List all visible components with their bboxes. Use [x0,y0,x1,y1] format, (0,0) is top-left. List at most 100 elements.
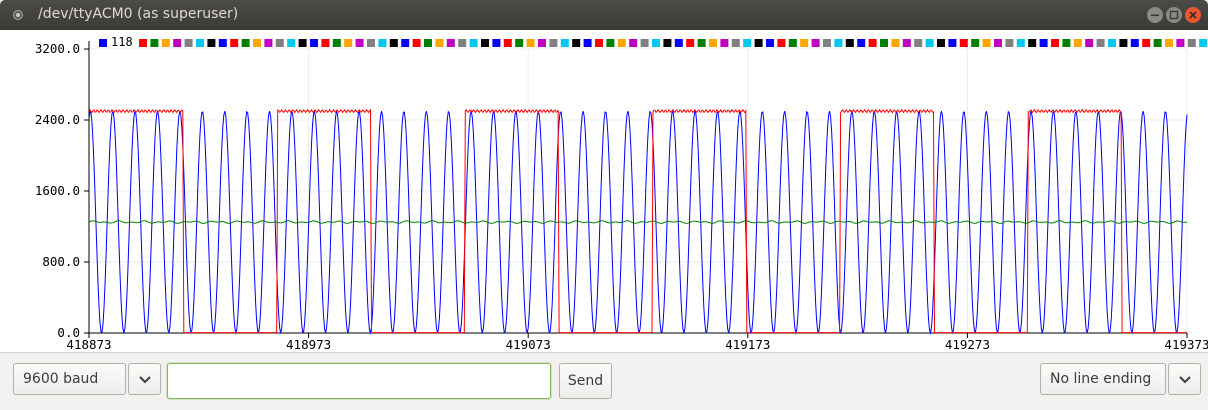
legend-swatch [412,39,421,47]
legend-swatch [446,39,455,47]
y-tick-label: 3200.0 [35,41,80,56]
legend-swatch [880,39,888,47]
legend-swatch [686,39,695,47]
legend-swatch [1187,39,1196,47]
legend-swatch [971,39,980,47]
legend-swatch [560,39,569,47]
title-bar: /dev/ttyACM0 (as superuser) [0,0,1208,30]
legend-swatch [754,39,763,47]
legend-swatch [1016,39,1025,47]
message-input-frame [167,363,551,399]
legend-swatch [709,39,717,47]
legend-swatch [572,39,581,47]
legend-swatch [275,39,284,47]
legend-swatch [640,39,649,47]
legend-swatch [492,39,501,47]
close-button[interactable] [1185,7,1201,23]
maximize-icon [1169,10,1179,20]
legend-swatch [344,39,353,47]
legend-swatch [321,39,330,47]
legend-swatch [1142,39,1151,47]
line-chart: 0.0 800.0 1600.0 2400.0 3200.0 418873 418973 41… [35,35,1208,352]
line-ending-dropdown-button[interactable] [1168,363,1201,395]
legend-swatch [253,39,261,47]
minimize-button[interactable] [1147,7,1163,23]
legend-swatch [515,39,524,47]
legend-swatch [1085,39,1094,47]
legend-swatch [389,39,398,47]
legend-swatch [435,39,444,47]
legend-swatch [617,39,626,47]
legend-swatch [218,39,227,47]
legend-swatch [720,39,729,47]
legend-swatch [788,39,797,47]
legend-swatch [332,39,341,47]
legend-swatch [1130,39,1139,47]
legend-swatch [230,39,239,47]
send-button[interactable]: Send [559,363,612,399]
window-title: /dev/ttyACM0 (as superuser) [38,6,239,22]
legend-swatch [1108,39,1116,47]
legend-swatch [458,39,467,47]
x-tick-label: 419273 [945,337,990,352]
line-ending-select[interactable]: No line ending [1040,363,1166,395]
serial-plotter: 0.0 800.0 1600.0 2400.0 3200.0 418873 418973 41… [0,30,1208,352]
chevron-down-icon [1179,376,1191,384]
legend-swatch [1028,39,1037,47]
legend-swatch [298,39,307,47]
legend-swatch [173,39,182,47]
legend-swatch [766,39,774,47]
y-tick-label: 2400.0 [35,112,80,127]
x-tick-label: 419373 [1164,337,1208,352]
legend-swatch [891,39,900,47]
baud-rate-select[interactable]: 9600 baud [13,363,126,395]
legend-swatch [595,39,603,47]
legend-swatch [663,39,672,47]
legend-swatch [481,39,489,47]
window-menu-icon[interactable] [12,9,24,21]
maximize-button[interactable] [1166,7,1182,23]
legend-swatch [1165,39,1173,47]
legend-swatch [99,39,107,47]
y-tick-label: 1600.0 [35,183,80,198]
legend-swatch [925,39,934,47]
legend-swatch [834,39,843,47]
legend-swatch [914,39,923,47]
y-tick-label: 0.0 [57,325,80,340]
legend-swatch [606,39,615,47]
legend-swatch [355,39,364,47]
legend-swatch [583,39,592,47]
legend-value: 118 [111,35,133,49]
x-tick-label: 418973 [286,337,331,352]
legend-swatch [1119,39,1128,47]
legend-swatch [196,39,204,47]
legend-swatch [526,39,535,47]
legend-swatch [1062,39,1071,47]
message-input[interactable] [174,370,546,394]
legend-swatch [161,39,170,47]
legend-swatch [845,39,854,47]
legend-swatch [378,39,387,47]
series-line [88,108,1187,334]
legend-swatch [811,39,820,47]
legend-swatch [982,39,991,47]
chevron-down-icon [139,376,151,384]
legend-swatch [731,39,740,47]
legend-swatch [743,39,752,47]
baud-rate-value: 9600 baud [23,371,99,387]
legend-swatch [287,39,296,47]
legend-swatch [777,39,786,47]
x-tick-label: 418873 [66,337,111,352]
series-line [88,220,1188,224]
legend-swatch [503,39,512,47]
legend-swatch [241,39,250,47]
y-tick-label: 800.0 [42,254,80,269]
legend-swatch [629,39,638,47]
legend-swatch [1199,39,1208,47]
baud-rate-dropdown-button[interactable] [128,363,161,395]
legend-swatch [1051,39,1059,47]
x-tick-label: 419173 [725,337,770,352]
legend-swatch [367,39,375,47]
legend-swatch [401,39,410,47]
legend-swatch [264,39,273,47]
